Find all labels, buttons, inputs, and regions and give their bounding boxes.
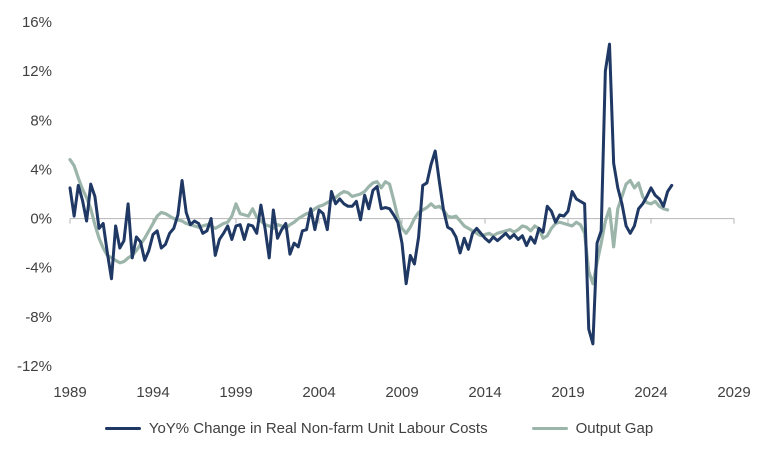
y-axis-ticks: -12% -8% -4% 0% 4% 8% 12% 16% bbox=[17, 14, 52, 375]
x-tick-label: 1999 bbox=[219, 384, 252, 401]
y-tick-label: -8% bbox=[25, 309, 52, 326]
x-tick-label: 2004 bbox=[302, 384, 335, 401]
y-tick-label: 16% bbox=[22, 14, 52, 31]
x-tick-label: 1989 bbox=[53, 384, 86, 401]
y-tick-label: 8% bbox=[30, 112, 52, 129]
legend-item-output-gap: Output Gap bbox=[531, 420, 654, 437]
legend: YoY% Change in Real Non-farm Unit Labour… bbox=[0, 420, 758, 437]
legend-swatch-unit-labour-costs bbox=[104, 427, 141, 430]
legend-label-output-gap: Output Gap bbox=[575, 420, 654, 437]
series-line-output-gap bbox=[68, 158, 670, 286]
series-lines bbox=[68, 42, 674, 346]
series-line-unit-labour-costs bbox=[68, 42, 674, 346]
y-tick-label: 0% bbox=[30, 211, 52, 228]
y-tick-label: -4% bbox=[25, 260, 52, 277]
x-tick-label: 2024 bbox=[634, 384, 667, 401]
y-tick-label: -12% bbox=[17, 358, 52, 375]
x-axis-ticks: 1989 1994 1999 2004 2009 2014 2019 2024 2029 bbox=[53, 218, 751, 401]
legend-swatch-output-gap bbox=[531, 427, 568, 430]
legend-item-unit-labour-costs: YoY% Change in Real Non-farm Unit Labour… bbox=[104, 420, 488, 437]
y-tick-label: 4% bbox=[30, 161, 52, 178]
legend-label-unit-labour-costs: YoY% Change in Real Non-farm Unit Labour… bbox=[148, 420, 488, 437]
x-tick-label: 2014 bbox=[468, 384, 501, 401]
x-tick-label: 2009 bbox=[385, 384, 418, 401]
x-tick-label: 1994 bbox=[136, 384, 169, 401]
x-tick-label: 2019 bbox=[551, 384, 584, 401]
y-tick-label: 12% bbox=[22, 63, 52, 80]
x-tick-label: 2029 bbox=[717, 384, 750, 401]
